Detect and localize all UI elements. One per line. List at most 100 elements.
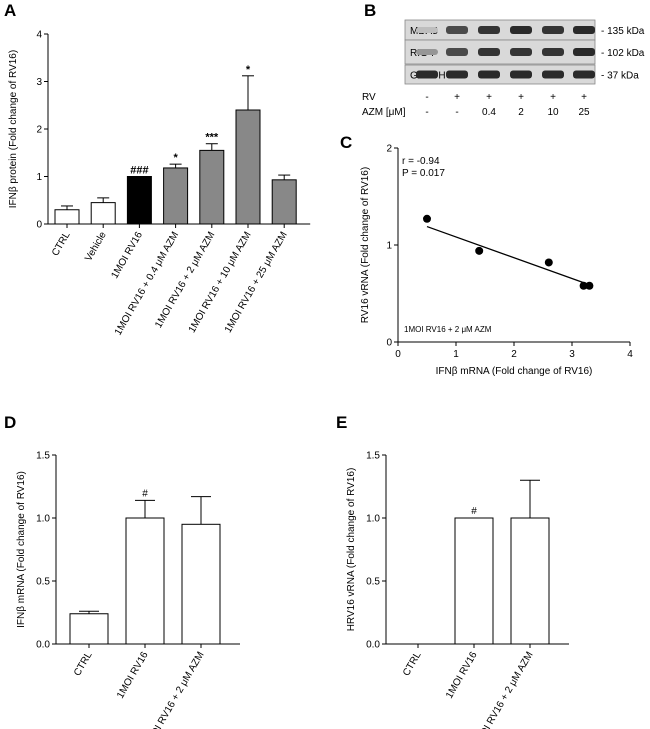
azm-cell: 25 — [578, 107, 590, 118]
y-tick-label: 0 — [36, 220, 42, 231]
blot-band — [510, 70, 532, 79]
blot-band-faint — [416, 49, 438, 55]
x-tick-label: 0 — [395, 349, 401, 360]
x-tick-label: 1MOI RV16 — [115, 650, 151, 701]
bar — [125, 517, 165, 645]
x-axis-label: IFNβ mRNA (Fold change of RV16) — [436, 366, 593, 377]
blot-band — [573, 48, 595, 56]
blot-band-faint — [416, 27, 438, 33]
y-tick-label: 0.5 — [36, 577, 50, 588]
significance-marker: *** — [205, 132, 219, 144]
blot-band — [446, 26, 468, 34]
blot-band — [478, 26, 500, 34]
y-tick-label: 0 — [386, 338, 392, 349]
significance-marker: # — [471, 506, 477, 517]
panel-letter-c: C — [340, 133, 352, 152]
x-tick-label: 3 — [569, 349, 575, 360]
bar — [90, 202, 116, 225]
rv-cell: + — [486, 92, 492, 103]
condition-annotation: 1MOI RV16 + 2 μM AZM — [404, 325, 492, 334]
data-point — [423, 214, 431, 223]
azm-cell: 0.4 — [482, 107, 496, 118]
y-tick-label: 0.0 — [366, 640, 380, 651]
x-tick-label: 2 — [511, 349, 517, 360]
stats-p: P = 0.017 — [402, 168, 445, 179]
x-tick-label: 1MOI RV16 + 2 μM AZM — [471, 650, 535, 729]
x-tick-label: 1MOI RV16 + 10 μM AZM — [187, 230, 254, 335]
bar — [235, 109, 261, 225]
blot-band — [446, 48, 468, 56]
blot-band — [573, 70, 595, 79]
x-tick-label: 1 — [453, 349, 459, 360]
x-tick-label: 4 — [627, 349, 633, 360]
x-tick-label: 1MOI RV16 — [109, 230, 145, 281]
significance-marker: * — [173, 152, 178, 164]
blot-band — [542, 70, 564, 79]
blot-band — [510, 48, 532, 56]
azm-cell: 10 — [547, 107, 559, 118]
bar — [69, 613, 109, 645]
bar — [54, 209, 80, 225]
y-tick-label: 1 — [36, 172, 42, 183]
x-tick-label: CTRL — [50, 230, 73, 258]
data-point — [579, 281, 588, 290]
bar — [510, 517, 550, 645]
azm-row-label: AZM [μM] — [362, 107, 406, 118]
chart-d: 0.0 0.5 1.0 1.5 IFNβ mRNA (Fold change of RV… — [16, 451, 240, 729]
x-tick-label: Vehicle — [83, 230, 109, 264]
rv-cell: - — [425, 92, 428, 103]
panel-letter-e: E — [336, 413, 347, 432]
y-axis-label: IFNβ protein (Fold change of RV16) — [8, 50, 19, 208]
stats-r: r = -0.94 — [402, 156, 440, 167]
y-tick-label: 0.0 — [36, 640, 50, 651]
chart-a: 0 1 2 3 4 IFNβ protein (Fold change of RV16) C… — [8, 30, 311, 337]
rv-cell: + — [454, 92, 460, 103]
x-tick-label: CTRL — [401, 650, 424, 678]
y-tick-label: 2 — [36, 125, 42, 136]
rv-cell: + — [550, 92, 556, 103]
azm-cell: - — [425, 107, 428, 118]
significance-marker: ### — [130, 165, 148, 177]
blot-size-label: - 135 kDa — [601, 26, 645, 37]
data-point — [544, 258, 553, 267]
blot-band — [573, 26, 595, 34]
blot-size-label: - 37 kDa — [601, 71, 639, 82]
y-axis-label: HRV16 vRNA (Fold change of RV16) — [346, 468, 357, 632]
y-tick-label: 2 — [386, 144, 392, 155]
significance-marker: * — [246, 64, 251, 76]
blot-band — [416, 70, 438, 79]
x-tick-label: 1MOI RV16 + 25 μM AZM — [223, 230, 290, 335]
chart-c: 0 1 2 0 1 2 3 4 IFNβ mRNA (Fold change of RV16) R… — [360, 144, 633, 378]
bar — [271, 179, 297, 225]
x-tick-label: 1MOI RV16 + 0.4 μM AZM — [113, 230, 181, 337]
azm-cell: 2 — [518, 107, 524, 118]
western-blot-b: MDA5- 135 kDaRIG-I- 102 kDaGAPDH- 37 kDa… — [362, 19, 645, 118]
rv-cell: + — [518, 92, 524, 103]
bar — [454, 517, 494, 645]
x-tick-label: CTRL — [72, 650, 95, 678]
significance-marker: # — [142, 488, 148, 499]
panel-letter-a: A — [4, 1, 16, 20]
y-axis-label: IFNβ mRNA (Fold change of RV16) — [16, 471, 27, 628]
y-tick-label: 1 — [386, 241, 392, 252]
panel-letter-d: D — [4, 413, 16, 432]
rv-row-label: RV — [362, 92, 376, 103]
panel-letter-b: B — [364, 1, 376, 20]
blot-band — [510, 26, 532, 34]
blot-band — [478, 48, 500, 56]
bar — [126, 176, 152, 225]
blot-band — [478, 70, 500, 79]
bar — [199, 149, 225, 225]
blot-band — [542, 48, 564, 56]
blot-size-label: - 102 kDa — [601, 48, 645, 59]
data-point — [585, 281, 594, 290]
y-tick-label: 1.0 — [366, 514, 380, 525]
y-axis-label: RV16 vRNA (Fold change of RV16) — [360, 167, 371, 323]
y-tick-label: 1.0 — [36, 514, 50, 525]
y-tick-label: 4 — [36, 30, 42, 41]
x-tick-label: 1MOI RV16 + 2 μM AZM — [142, 650, 206, 729]
chart-e: 0.0 0.5 1.0 1.5 HRV16 vRNA (Fold change of R… — [346, 451, 569, 729]
data-point — [475, 246, 484, 255]
blot-band — [542, 26, 564, 34]
